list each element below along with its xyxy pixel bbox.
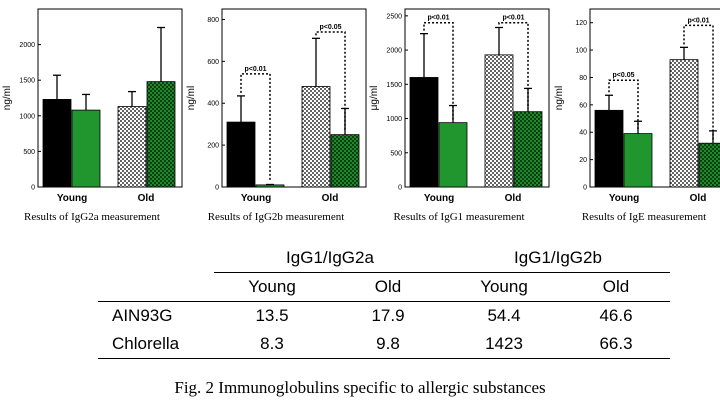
y-tick-label: 40 xyxy=(579,130,587,137)
y-tick-label: 2000 xyxy=(386,48,402,55)
table-cell: 13.5 xyxy=(255,306,289,325)
table-group-header: IgG1/IgG2a IgG1/IgG2b xyxy=(98,244,670,273)
table-sub-header: Young Old Young Old xyxy=(98,272,670,302)
table-row: Chlorella 8.3 9.8 1423 66.3 xyxy=(98,330,670,359)
y-tick-label: 2000 xyxy=(19,42,35,49)
significance-bracket xyxy=(683,24,714,141)
table-cell: 1423 xyxy=(446,330,562,359)
y-tick-label: 400 xyxy=(207,101,219,108)
x-category-label: Old xyxy=(505,193,522,204)
bar xyxy=(669,59,699,188)
x-category-label: Old xyxy=(690,193,707,204)
sub-header-old-2: Old xyxy=(562,272,670,302)
y-tick-label: 1000 xyxy=(386,116,402,123)
y-tick-label: 0 xyxy=(398,185,402,192)
y-tick-label: 1500 xyxy=(19,78,35,85)
bar xyxy=(42,99,72,188)
y-tick-label: 100 xyxy=(575,48,587,55)
x-category-label: Old xyxy=(138,193,155,204)
row-label-chlorella: Chlorella xyxy=(98,330,214,359)
p-value-label: p<0.01 xyxy=(688,17,710,24)
p-value-label: p<0.01 xyxy=(245,66,267,73)
y-tick-label: 200 xyxy=(207,143,219,150)
y-tick-label: 80 xyxy=(579,75,587,82)
y-tick-label: 0 xyxy=(31,185,35,192)
x-category-label: Young xyxy=(424,193,454,204)
table-cell: 54.4 xyxy=(487,306,521,325)
y-axis-label: ng/ml xyxy=(186,86,197,110)
y-axis-label: μg/ml xyxy=(369,86,380,111)
bar xyxy=(438,122,468,188)
significance-bracket xyxy=(315,31,346,132)
y-tick-label: 500 xyxy=(23,149,35,156)
figure-caption: Fig. 2 Immunoglobulins specific to aller… xyxy=(174,378,546,397)
bar xyxy=(255,184,285,188)
significance-bracket xyxy=(423,21,454,120)
y-tick-label: 2500 xyxy=(386,13,402,20)
p-value-label: p<0.05 xyxy=(320,24,342,31)
significance-bracket xyxy=(240,73,271,182)
table-row: AIN93G 13.5 17.9 54.4 46.6 xyxy=(98,302,670,331)
bar xyxy=(484,54,514,188)
p-value-label: p<0.01 xyxy=(503,15,525,22)
bar xyxy=(513,111,543,188)
plot-frame xyxy=(589,8,720,188)
p-value-label: p<0.05 xyxy=(613,72,635,79)
plot-frame xyxy=(37,8,183,188)
bar xyxy=(226,121,256,188)
chart-igg2a: 0 500 1000 1500 2000 ng/ml Young Old Results of … xyxy=(2,8,183,223)
y-tick-label: 20 xyxy=(579,157,587,164)
bar xyxy=(71,109,101,188)
plot-frame xyxy=(221,8,367,188)
y-axis-label: ng/ml xyxy=(2,86,13,110)
y-tick-label: 120 xyxy=(575,20,587,27)
group-header-igg1-igg2a: IgG1/IgG2a xyxy=(214,244,446,273)
y-tick-label: 60 xyxy=(579,102,587,109)
sub-header-young-2: Young xyxy=(446,272,562,302)
x-category-label: Young xyxy=(57,193,87,204)
x-category-label: Young xyxy=(241,193,271,204)
row-label-ain93g: AIN93G xyxy=(112,306,173,325)
sub-header-young-1: Young xyxy=(214,272,330,302)
sub-header-old-1: Old xyxy=(330,272,446,302)
p-value-label: p<0.01 xyxy=(428,15,450,22)
plot-frame xyxy=(404,8,550,188)
chart-caption: Results of IgE measurement xyxy=(582,211,706,223)
bar xyxy=(623,133,653,188)
bar xyxy=(117,106,147,188)
ratio-table: IgG1/IgG2a IgG1/IgG2b Young Old Young Ol… xyxy=(98,244,670,359)
bar xyxy=(146,81,176,188)
table-cell: 9.8 xyxy=(330,330,446,359)
table-corner xyxy=(98,244,214,273)
chart-igg1: 0 500 1000 1500 2000 2500 μg/ml p<0.01 p<0.01 You… xyxy=(369,8,550,223)
y-tick-label: 0 xyxy=(583,185,587,192)
x-category-label: Young xyxy=(609,193,639,204)
bar xyxy=(301,86,331,188)
y-tick-label: 1500 xyxy=(386,82,402,89)
chart-ige: 0 20 40 60 80 100 120 ng/ml p<0.05 p<0.01 Young Old… xyxy=(554,8,720,223)
bar xyxy=(594,109,624,188)
significance-bracket xyxy=(498,21,529,109)
table-corner-sub xyxy=(98,272,214,302)
table-cell: 66.3 xyxy=(562,330,670,359)
y-axis-label: ng/ml xyxy=(554,86,565,110)
table-cell: 46.6 xyxy=(599,306,633,325)
chart-caption: Results of IgG2b measurement xyxy=(208,211,345,223)
bar xyxy=(698,142,720,188)
y-tick-label: 800 xyxy=(207,17,219,24)
y-tick-label: 600 xyxy=(207,59,219,66)
bar xyxy=(330,134,360,188)
table-cell: 8.3 xyxy=(214,330,330,359)
chart-caption: Results of IgG1 measurement xyxy=(393,211,524,223)
x-category-label: Old xyxy=(322,193,339,204)
y-tick-label: 1000 xyxy=(19,113,35,120)
y-tick-label: 500 xyxy=(390,150,402,157)
bar xyxy=(409,77,439,188)
chart-caption: Results of IgG2a measurement xyxy=(24,211,160,223)
y-tick-label: 0 xyxy=(215,185,219,192)
table-cell: 17.9 xyxy=(371,306,405,325)
chart-igg2b: 0 200 400 600 800 ng/ml p<0.01 p<0.05 Young Old Re… xyxy=(186,8,367,223)
group-header-igg1-igg2b: IgG1/IgG2b xyxy=(446,244,670,273)
